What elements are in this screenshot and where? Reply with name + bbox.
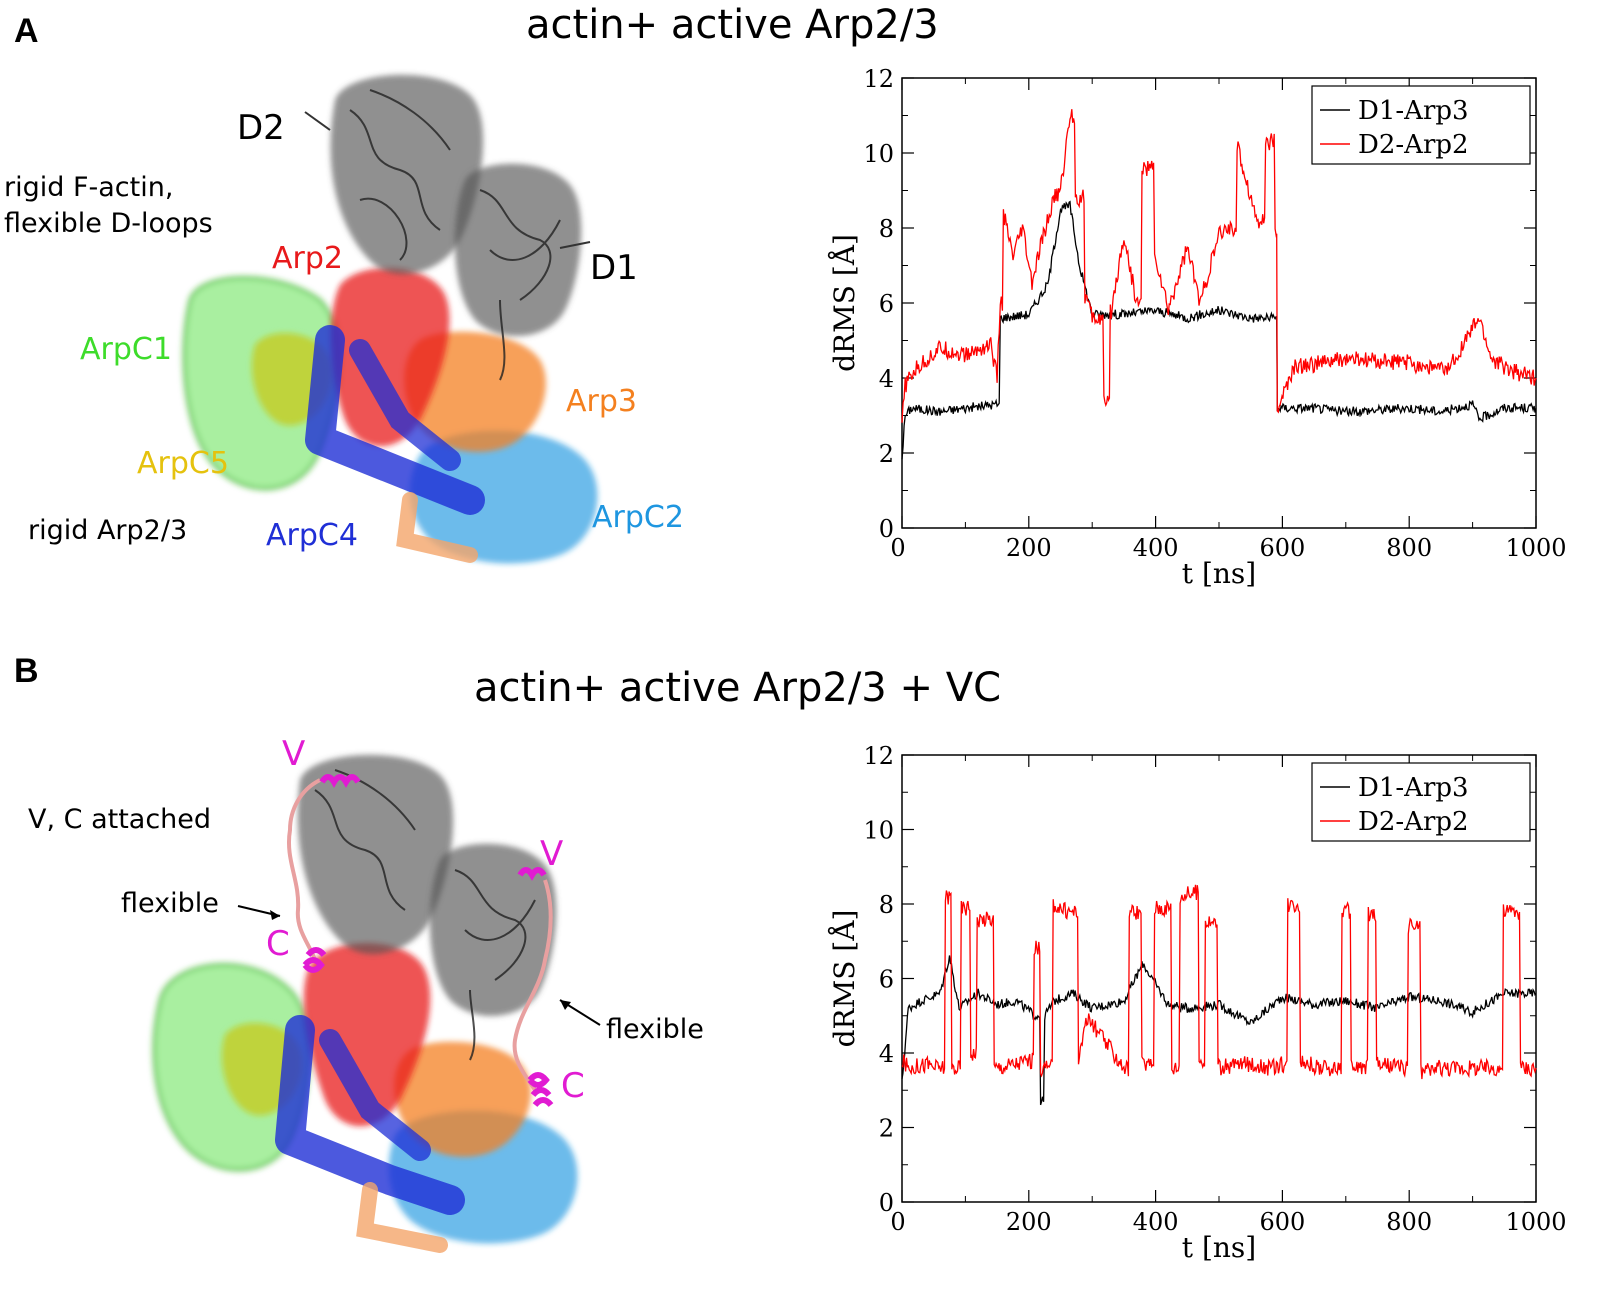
y-tick-label: 4 — [879, 1040, 894, 1068]
x-tick-label: 0 — [890, 1208, 905, 1236]
y-axis-label: dRMS [Å] — [828, 234, 861, 372]
label-arpc1: ArpC1 — [80, 332, 172, 367]
y-tick-label: 4 — [879, 365, 894, 393]
series-line-d1-arp3 — [901, 955, 1537, 1106]
legend-box — [1311, 85, 1531, 165]
label-vc-attached: V, C attached — [28, 804, 212, 835]
label-arpc2: ArpC2 — [592, 500, 684, 535]
legend-box — [1311, 762, 1531, 842]
y-axis-label: dRMS [Å] — [828, 910, 861, 1048]
label-arpc5: ArpC5 — [137, 446, 229, 481]
arpc5-blob-b — [221, 1023, 302, 1116]
y-tick-label: 6 — [879, 290, 894, 318]
arpc2-blob — [409, 430, 598, 564]
y-tick-label: 6 — [879, 966, 894, 994]
arp3-blob-b — [394, 1041, 531, 1157]
label-c-left: C — [266, 924, 290, 964]
label-c-right: C — [561, 1066, 585, 1106]
arpc2-blob-b — [388, 1110, 578, 1244]
label-d1: D1 — [590, 248, 638, 288]
v-helix-top — [319, 774, 361, 788]
arpc4-tube-b — [275, 1015, 465, 1215]
x-tick-label: 1000 — [1505, 534, 1566, 562]
label-arpc4: ArpC4 — [266, 518, 358, 553]
actin-d1-blob — [454, 163, 582, 337]
label-flexible-dloops: flexible D-loops — [4, 208, 213, 239]
label-v-top: V — [282, 734, 306, 774]
x-tick-label: 400 — [1133, 534, 1179, 562]
actin-d2-blob — [330, 74, 484, 275]
arp2-blob — [330, 268, 450, 447]
panel-a-letter: A — [14, 12, 39, 50]
panel-b-letter: B — [14, 652, 39, 690]
structure-b — [152, 754, 601, 1253]
y-tick-label: 0 — [879, 515, 894, 543]
c-helix-right — [527, 1072, 554, 1108]
label-d2: D2 — [237, 108, 285, 148]
y-tick-label: 2 — [879, 1115, 894, 1143]
x-tick-label: 400 — [1133, 1208, 1179, 1236]
y-tick-label: 0 — [879, 1189, 894, 1217]
x-axis-label: t [ns] — [1182, 1231, 1256, 1264]
series-line-d2-arp2 — [901, 884, 1537, 1080]
arpc4-tube — [305, 325, 485, 515]
legend-label: D2-Arp2 — [1358, 807, 1469, 837]
x-axis-label: t [ns] — [1182, 557, 1256, 590]
x-tick-label: 1000 — [1505, 1208, 1566, 1236]
c-helix-left — [302, 947, 327, 973]
label-rigid-arp23: rigid Arp2/3 — [28, 515, 188, 546]
label-flexible-left: flexible — [121, 888, 219, 919]
vc-linker-right — [512, 879, 553, 1092]
actin-d1-blob-b — [429, 843, 557, 1017]
x-tick-label: 200 — [1006, 1208, 1052, 1236]
y-tick-label: 2 — [879, 440, 894, 468]
label-v-right: V — [540, 834, 564, 874]
vc-linker-left — [287, 778, 321, 961]
x-tick-label: 600 — [1259, 534, 1305, 562]
label-arp2: Arp2 — [272, 241, 343, 276]
actin-d2-blob-b — [297, 754, 454, 955]
y-tick-label: 12 — [863, 65, 894, 93]
plot-frame — [901, 77, 1537, 529]
y-tick-label: 8 — [879, 891, 894, 919]
legend-label: D2-Arp2 — [1358, 130, 1469, 160]
y-tick-label: 10 — [863, 140, 894, 168]
series-line-d1-arp3 — [901, 200, 1537, 460]
x-tick-label: 800 — [1386, 1208, 1432, 1236]
legend-label: D1-Arp3 — [1358, 96, 1469, 126]
x-tick-label: 800 — [1386, 534, 1432, 562]
arp3-blob — [404, 331, 546, 452]
label-flexible-right: flexible — [606, 1014, 704, 1045]
y-tick-label: 12 — [863, 742, 894, 770]
y-tick-label: 8 — [879, 215, 894, 243]
plot-frame — [901, 754, 1537, 1203]
arpc5-blob — [251, 333, 332, 426]
legend-label: D1-Arp3 — [1358, 773, 1469, 803]
arpc1-blob-b — [152, 962, 311, 1172]
series-line-d2-arp2 — [901, 109, 1537, 423]
flexible-right-arrow — [559, 999, 601, 1026]
label-rigid-factin: rigid F-actin, — [4, 172, 174, 203]
arp2-blob-b — [303, 943, 431, 1127]
panel-b-title: actin+ active Arp2/3 + VC — [474, 665, 1001, 711]
structure-a — [182, 74, 598, 564]
x-tick-label: 200 — [1006, 534, 1052, 562]
label-arp3: Arp3 — [566, 384, 637, 419]
flexible-left-arrow — [237, 905, 281, 917]
x-tick-label: 0 — [890, 534, 905, 562]
x-tick-label: 600 — [1259, 1208, 1305, 1236]
y-tick-label: 10 — [863, 817, 894, 845]
panel-a-title: actin+ active Arp2/3 — [526, 2, 939, 48]
